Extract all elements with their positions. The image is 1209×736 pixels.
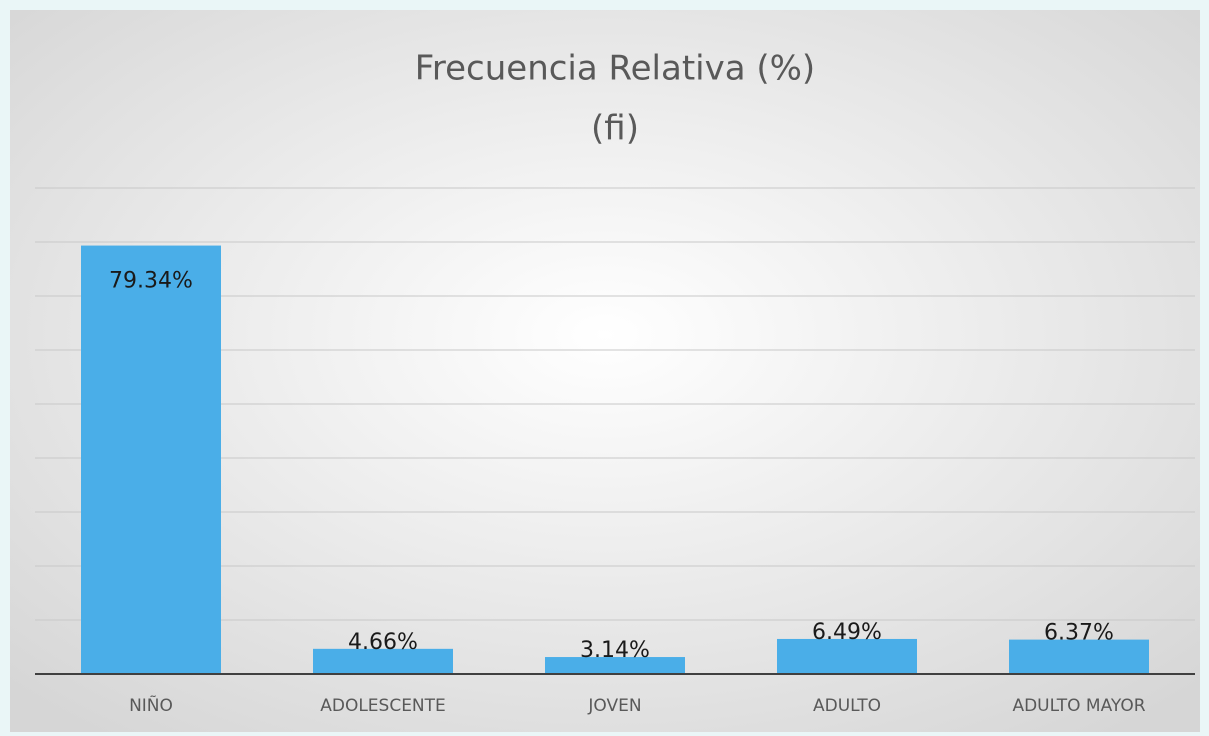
x-tick-label: ADULTO MAYOR [1012,696,1145,716]
chart-subtitle: (fi) [591,109,639,149]
x-tick-label: NIÑO [129,694,173,716]
data-label: 4.66% [348,630,418,655]
bar [777,638,917,674]
bar [1009,639,1149,674]
x-tick-label: ADULTO [813,696,881,716]
x-tick-label: ADOLESCENTE [320,696,446,716]
bar [313,648,453,674]
bar [81,245,221,674]
bar [545,657,685,674]
x-tick-label: JOVEN [587,696,641,716]
data-label: 3.14% [580,638,650,663]
data-label: 6.49% [812,620,882,645]
data-label: 6.37% [1044,621,1114,646]
chart-title: Frecuencia Relativa (%) [415,49,815,89]
data-label: 79.34% [109,269,193,294]
